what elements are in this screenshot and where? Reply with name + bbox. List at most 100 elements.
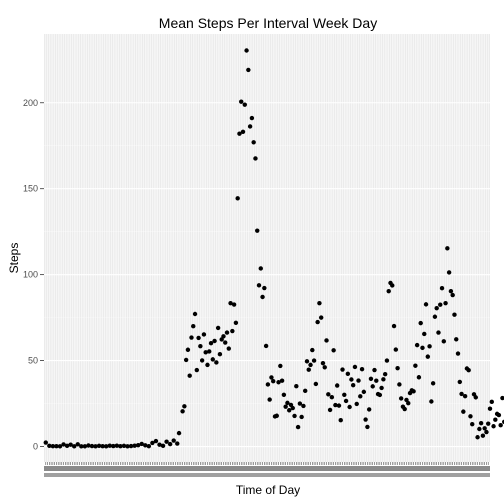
data-point xyxy=(468,414,473,419)
data-point xyxy=(374,378,379,383)
chart-title: Mean Steps Per Interval Week Day xyxy=(159,15,377,31)
data-point xyxy=(100,443,105,449)
data-point xyxy=(187,373,192,378)
data-point xyxy=(258,266,263,271)
data-point xyxy=(118,443,123,449)
data-point xyxy=(287,408,292,413)
data-point xyxy=(180,409,185,414)
data-point xyxy=(230,328,235,334)
data-point xyxy=(233,320,239,325)
data-point xyxy=(320,360,326,366)
data-point xyxy=(308,362,313,368)
data-point xyxy=(423,302,429,307)
data-point xyxy=(349,377,354,382)
y-tick-label: 50 xyxy=(28,356,38,366)
data-point xyxy=(290,405,295,411)
data-point xyxy=(93,444,98,449)
data-point xyxy=(215,325,221,331)
data-point xyxy=(461,409,466,414)
data-point xyxy=(240,129,246,135)
data-point xyxy=(452,312,457,317)
data-point xyxy=(343,398,349,404)
data-point xyxy=(294,383,299,389)
data-point xyxy=(416,375,422,380)
data-point xyxy=(318,315,324,320)
data-point xyxy=(478,420,484,426)
data-point xyxy=(176,430,182,436)
data-point xyxy=(279,378,285,383)
data-point xyxy=(251,140,256,145)
data-point xyxy=(295,424,301,430)
data-point xyxy=(390,283,395,288)
data-point xyxy=(489,399,494,405)
data-point xyxy=(276,380,281,385)
data-point xyxy=(366,407,372,412)
data-point xyxy=(441,339,447,344)
data-points xyxy=(43,48,504,449)
data-point xyxy=(189,335,194,340)
plot-panel xyxy=(44,34,490,462)
data-point xyxy=(198,343,203,349)
data-point xyxy=(422,331,427,337)
data-point xyxy=(361,389,367,395)
y-tick-label: 0 xyxy=(33,442,38,452)
data-point xyxy=(262,285,267,291)
data-point xyxy=(255,228,260,233)
data-point xyxy=(306,367,311,372)
y-tick-label: 150 xyxy=(23,184,38,194)
data-point xyxy=(235,196,240,201)
data-point xyxy=(450,292,455,298)
data-point xyxy=(438,302,443,307)
data-point xyxy=(303,388,308,394)
data-point xyxy=(446,270,452,275)
data-point xyxy=(315,319,320,325)
data-point xyxy=(331,348,336,353)
data-point xyxy=(445,246,450,251)
x-axis-title: Time of Day xyxy=(236,483,300,497)
data-point xyxy=(359,366,365,372)
data-point xyxy=(443,300,448,306)
data-point xyxy=(322,365,327,370)
data-point xyxy=(486,421,491,426)
x-axis xyxy=(44,462,490,477)
data-point xyxy=(79,444,84,449)
data-point xyxy=(432,314,438,319)
data-point xyxy=(313,381,319,387)
data-point xyxy=(482,426,487,431)
data-point xyxy=(253,156,258,161)
data-point xyxy=(96,443,102,449)
data-point xyxy=(167,441,173,447)
y-tick-label: 200 xyxy=(23,98,38,108)
data-point xyxy=(82,444,88,449)
data-point xyxy=(239,99,244,104)
data-point xyxy=(327,407,333,413)
data-point xyxy=(199,358,205,363)
data-point xyxy=(150,440,155,446)
data-point xyxy=(228,300,233,306)
data-point xyxy=(283,404,288,409)
data-point xyxy=(356,378,361,383)
data-point xyxy=(398,396,404,401)
data-point xyxy=(368,376,374,382)
data-point xyxy=(297,401,303,406)
data-point xyxy=(299,414,304,420)
data-point xyxy=(484,429,489,435)
data-point xyxy=(304,359,310,364)
data-point xyxy=(171,438,176,443)
data-point xyxy=(470,421,475,427)
data-point xyxy=(278,363,283,369)
data-point xyxy=(201,332,207,337)
data-point xyxy=(196,335,201,341)
data-point xyxy=(334,383,340,388)
data-point xyxy=(498,423,503,428)
x-tick-labels-overlapping xyxy=(44,473,490,477)
data-point xyxy=(194,367,200,373)
data-point xyxy=(121,443,127,449)
data-point xyxy=(429,399,434,404)
data-point xyxy=(203,350,208,355)
data-point xyxy=(496,412,502,418)
data-point xyxy=(427,344,432,349)
data-point xyxy=(143,443,148,448)
data-point xyxy=(263,343,269,349)
